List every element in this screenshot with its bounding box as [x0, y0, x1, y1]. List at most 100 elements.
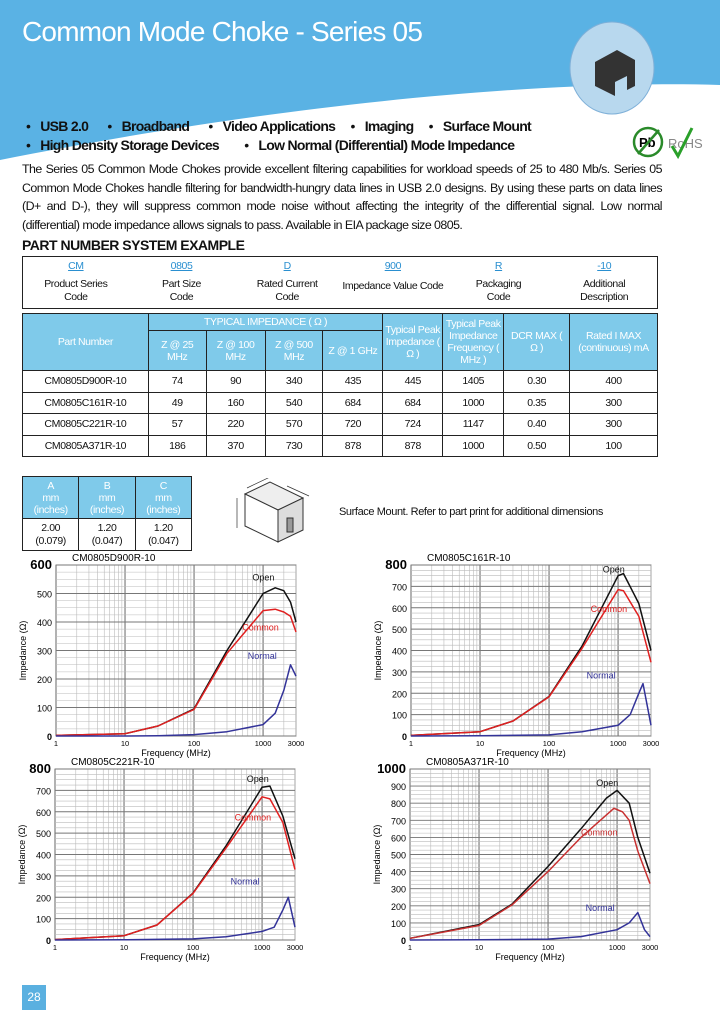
header-part-number: Part Number — [22, 313, 149, 371]
chart-title: CM0805C221R-10 — [71, 757, 155, 768]
x-tick-label: 100 — [542, 943, 555, 952]
y-tick-label: 300 — [37, 647, 52, 657]
x-axis-label: Frequency (MHz) — [496, 748, 566, 758]
x-tick-label: 1000 — [254, 943, 271, 952]
x-tick-label: 1 — [54, 739, 58, 748]
header-typical-impedance: TYPICAL IMPEDANCE ( Ω ) — [147, 313, 384, 331]
part-number-cell: CM0805A371R-10 — [22, 434, 149, 457]
header-banner — [0, 0, 720, 160]
pn-code: R — [494, 260, 503, 272]
header-z25: Z @ 25 MHz — [147, 330, 207, 371]
y-tick-label: 600 — [36, 808, 51, 818]
cell: 684 — [322, 391, 384, 414]
cell: 0.40 — [503, 413, 571, 436]
y-tick-label: 600 — [392, 604, 407, 614]
header-z100: Z @ 100 MHz — [205, 330, 266, 371]
y-axis-label: Impedance (Ω) — [18, 621, 28, 681]
header-z500: Z @ 500 MHz — [264, 330, 324, 371]
y-tick-label: 1000 — [377, 761, 406, 776]
x-tick-label: 10 — [121, 739, 129, 748]
y-tick-label: 100 — [392, 711, 407, 721]
pn-code: -10 — [597, 260, 612, 272]
dim-header-line: mm — [154, 491, 172, 504]
y-tick-label: 500 — [36, 829, 51, 839]
pn-field: D Rated Current Code — [234, 257, 340, 308]
dim-header-line: B — [103, 479, 111, 492]
y-tick-label: 400 — [391, 868, 406, 878]
part-number-cell: CM0805C221R-10 — [22, 413, 149, 436]
dim-inches: (0.047) — [91, 534, 123, 547]
x-tick-label: 1000 — [609, 943, 626, 952]
y-tick-label: 800 — [385, 557, 407, 572]
pn-label: Rated Current — [256, 278, 318, 290]
y-tick-label: 0 — [402, 732, 407, 742]
cell: 370 — [205, 434, 266, 457]
pn-label: Code — [64, 291, 88, 303]
feature-list-line2: • High Density Storage Devices • Low Norma… — [26, 137, 515, 153]
chart-title: CM0805D900R-10 — [72, 553, 156, 564]
series-label: Open — [247, 774, 269, 784]
pn-label: Packaging — [475, 278, 522, 290]
x-tick-label: 1 — [408, 943, 412, 952]
cell: 445 — [382, 370, 444, 393]
y-tick-label: 0 — [47, 732, 52, 742]
y-tick-label: 900 — [391, 782, 406, 792]
x-tick-label: 3000 — [643, 739, 660, 748]
pn-label: Code — [275, 291, 299, 303]
feature: USB 2.0 — [40, 118, 89, 134]
series-label: Common — [591, 604, 628, 614]
cell: 49 — [147, 391, 207, 414]
series-line-normal — [410, 682, 652, 737]
pn-label: Code — [169, 291, 194, 303]
x-tick-label: 1 — [53, 943, 57, 952]
pn-code: 0805 — [170, 260, 193, 272]
dim-header-line: mm — [42, 491, 60, 504]
pn-label: Impedance Value Code — [342, 280, 444, 292]
y-tick-label: 100 — [36, 915, 51, 925]
y-axis-label: Impedance (Ω) — [373, 621, 383, 681]
table-row: CM0805C161R-10 49 160 540 684 684 1000 0.35 300 — [22, 391, 658, 414]
dim-inches: (0.079) — [35, 534, 66, 547]
cell: 300 — [569, 391, 658, 414]
series-line-normal — [56, 664, 297, 737]
cell: 74 — [147, 370, 207, 393]
chart-svg: 0 100 200 300 400 500 600 700 800 900 1000 1 10 100 10… — [372, 757, 658, 962]
dim-header-line: (inches) — [146, 503, 181, 516]
chart-title: CM0805C161R-10 — [427, 553, 511, 564]
y-tick-label: 700 — [392, 582, 407, 592]
header-peak-frequency: Typical Peak Impedance Frequency ( MHz ) — [442, 313, 505, 371]
series-label: Common — [242, 623, 279, 633]
feature: High Density Storage Devices — [40, 137, 220, 153]
y-tick-label: 200 — [391, 902, 406, 912]
part-number-cell: CM0805C161R-10 — [22, 391, 149, 414]
y-tick-label: 100 — [391, 919, 406, 929]
cell: 0.30 — [503, 370, 571, 393]
pn-label: Additional — [583, 278, 626, 290]
y-axis-label: Impedance (Ω) — [17, 825, 27, 885]
y-tick-label: 200 — [36, 893, 51, 903]
y-tick-label: 400 — [36, 851, 51, 861]
cell: 878 — [322, 434, 384, 457]
table-row: CM0805C221R-10 57 220 570 720 724 1147 0.40 300 — [22, 413, 658, 436]
pn-code: CM — [68, 260, 84, 272]
dim-value: 1.20 (0.047) — [78, 518, 136, 551]
y-tick-label: 300 — [392, 668, 407, 678]
y-tick-label: 500 — [391, 851, 406, 861]
cell: 90 — [205, 370, 266, 393]
table-row: CM0805A371R-10 186 370 730 878 878 1000 0.50 100 — [22, 434, 658, 457]
feature-list-line1: • USB 2.0 • Broadband • Video Applications … — [26, 118, 532, 134]
x-tick-label: 100 — [187, 943, 200, 952]
cell: 0.35 — [503, 391, 571, 414]
series-label: Open — [252, 573, 274, 583]
cell: 220 — [205, 413, 266, 436]
section-heading: PART NUMBER SYSTEM EXAMPLE — [22, 237, 245, 253]
cell: 684 — [382, 391, 444, 414]
pn-field: 900 Impedance Value Code — [340, 257, 446, 308]
feature: Surface Mount — [442, 118, 532, 134]
x-tick-label: 1000 — [610, 739, 627, 748]
y-tick-label: 200 — [392, 689, 407, 699]
cell: 400 — [569, 370, 658, 393]
